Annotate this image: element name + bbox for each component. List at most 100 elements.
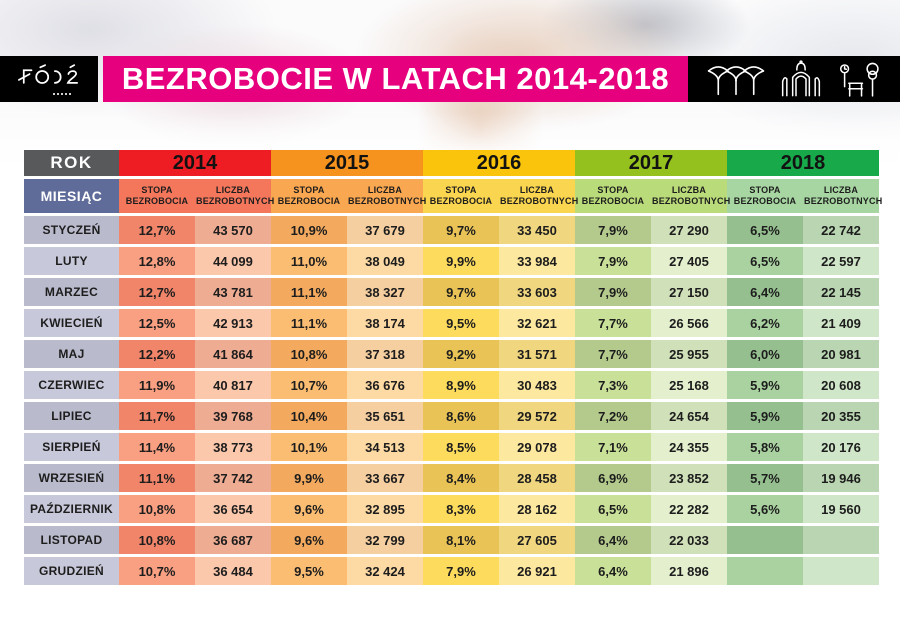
month-row-MAJ: MAJ 12,2% 41 864 10,8% 37 318 9,2% 31 571 7,7% 2… — [24, 340, 879, 368]
liczba-cell: 22 282 — [651, 495, 727, 523]
liczba-cell: 22 145 — [803, 278, 879, 306]
liczba-cell: 36 687 — [195, 526, 271, 554]
stopa-cell: 10,7% — [271, 371, 347, 399]
table-body: STYCZEŃ 12,7% 43 570 10,9% 37 679 9,7% 33 450 7… — [24, 216, 879, 585]
liczba-cell: 33 450 — [499, 216, 575, 244]
liczba-cell: 33 667 — [347, 464, 423, 492]
station-canopy-icon — [707, 66, 765, 96]
month-label: WRZESIEŃ — [24, 464, 119, 492]
stopa-cell: 12,2% — [119, 340, 195, 368]
stopa-cell: 5,8% — [727, 433, 803, 461]
month-label: MARZEC — [24, 278, 119, 306]
liczba-cell: 32 621 — [499, 309, 575, 337]
stopa-cell: 6,4% — [575, 526, 651, 554]
liczba-cell: 21 896 — [651, 557, 727, 585]
liczba-cell: 38 174 — [347, 309, 423, 337]
stopa-cell: 12,7% — [119, 216, 195, 244]
stopa-cell: 11,0% — [271, 247, 347, 275]
stopa-cell: 6,0% — [727, 340, 803, 368]
liczba-cell: 22 597 — [803, 247, 879, 275]
stopa-cell: 10,4% — [271, 402, 347, 430]
liczba-subheader-2014: LICZBA BEZROBOTNYCH — [195, 179, 274, 213]
liczba-cell: 40 817 — [195, 371, 271, 399]
month-label: SIERPIEŃ — [24, 433, 119, 461]
subheader-row: MIESIĄC STOPA BEZROBOCIA LICZBA BEZROBOTN… — [24, 179, 882, 213]
stopa-cell: 9,7% — [423, 278, 499, 306]
liczba-cell: 20 176 — [803, 433, 879, 461]
liczba-cell: 44 099 — [195, 247, 271, 275]
stopa-cell: 8,9% — [423, 371, 499, 399]
stopa-cell: 6,4% — [727, 278, 803, 306]
stopa-cell: 7,9% — [423, 557, 499, 585]
stopa-cell: 9,5% — [271, 557, 347, 585]
liczba-cell: 24 654 — [651, 402, 727, 430]
stopa-cell: 5,9% — [727, 371, 803, 399]
month-row-LUTY: LUTY 12,8% 44 099 11,0% 38 049 9,9% 33 984 7,9%… — [24, 247, 879, 275]
stopa-cell: 9,5% — [423, 309, 499, 337]
unemployment-table: ROK 2014 2015 2016 2017 2018 MIESIĄC STOPA B… — [24, 147, 882, 588]
stopa-cell: 8,4% — [423, 464, 499, 492]
gate-icon — [781, 60, 821, 97]
liczba-cell: 43 570 — [195, 216, 271, 244]
month-row-STYCZEŃ: STYCZEŃ 12,7% 43 570 10,9% 37 679 9,7% 33 450 7… — [24, 216, 879, 244]
liczba-cell: 38 327 — [347, 278, 423, 306]
liczba-cell: 28 162 — [499, 495, 575, 523]
month-row-CZERWIEC: CZERWIEC 11,9% 40 817 10,7% 36 676 8,9% 30 483… — [24, 371, 879, 399]
month-row-LIPIEC: LIPIEC 11,7% 39 768 10,4% 35 651 8,6% 29 572 7,… — [24, 402, 879, 430]
liczba-cell: 22 742 — [803, 216, 879, 244]
stopa-cell: 8,6% — [423, 402, 499, 430]
stopa-cell: 7,7% — [575, 340, 651, 368]
liczba-cell: 37 742 — [195, 464, 271, 492]
stopa-cell: 10,9% — [271, 216, 347, 244]
liczba-subheader-2016: LICZBA BEZROBOTNYCH — [499, 179, 578, 213]
month-label: LUTY — [24, 247, 119, 275]
liczba-cell: 29 572 — [499, 402, 575, 430]
miesiac-header: MIESIĄC — [24, 179, 119, 213]
stopa-cell: 10,1% — [271, 433, 347, 461]
stopa-cell: 6,5% — [727, 247, 803, 275]
month-label: CZERWIEC — [24, 371, 119, 399]
landmark-icons — [688, 56, 900, 102]
stopa-subheader-2014: STOPA BEZROBOCIA — [119, 179, 195, 213]
liczba-cell: 27 290 — [651, 216, 727, 244]
liczba-cell: 31 571 — [499, 340, 575, 368]
lodz-logo-icon — [18, 64, 79, 84]
liczba-cell: 19 560 — [803, 495, 879, 523]
liczba-cell: 36 654 — [195, 495, 271, 523]
stopa-cell: 7,2% — [575, 402, 651, 430]
stopa-cell: 9,2% — [423, 340, 499, 368]
stopa-cell: 5,7% — [727, 464, 803, 492]
liczba-cell: 37 679 — [347, 216, 423, 244]
liczba-cell: 27 150 — [651, 278, 727, 306]
year-header-2017: 2017 — [575, 150, 727, 176]
liczba-cell: 27 405 — [651, 247, 727, 275]
liczba-cell: 20 355 — [803, 402, 879, 430]
stopa-cell: 11,1% — [271, 278, 347, 306]
stopa-cell — [727, 557, 803, 585]
stopa-cell: 9,6% — [271, 495, 347, 523]
lodz-logo — [0, 56, 98, 102]
month-label: KWIECIEŃ — [24, 309, 119, 337]
month-row-LISTOPAD: LISTOPAD 10,8% 36 687 9,6% 32 799 8,1% 27 605 6… — [24, 526, 879, 554]
liczba-subheader-2015: LICZBA BEZROBOTNYCH — [347, 179, 426, 213]
stopa-cell: 8,3% — [423, 495, 499, 523]
stopa-cell: 7,7% — [575, 309, 651, 337]
liczba-cell: 26 921 — [499, 557, 575, 585]
month-label: LISTOPAD — [24, 526, 119, 554]
liczba-cell: 25 168 — [651, 371, 727, 399]
stopa-cell: 9,6% — [271, 526, 347, 554]
liczba-cell: 32 895 — [347, 495, 423, 523]
stopa-cell: 6,2% — [727, 309, 803, 337]
stopa-cell: 7,9% — [575, 247, 651, 275]
liczba-cell: 39 768 — [195, 402, 271, 430]
liczba-cell: 30 483 — [499, 371, 575, 399]
stopa-cell: 9,9% — [271, 464, 347, 492]
liczba-cell: 42 913 — [195, 309, 271, 337]
liczba-subheader-2017: LICZBA BEZROBOTNYCH — [651, 179, 730, 213]
stopa-cell: 10,7% — [119, 557, 195, 585]
stopa-cell: 6,4% — [575, 557, 651, 585]
stopa-cell: 8,5% — [423, 433, 499, 461]
year-header-2014: 2014 — [119, 150, 271, 176]
stopa-cell: 11,4% — [119, 433, 195, 461]
liczba-cell: 36 676 — [347, 371, 423, 399]
